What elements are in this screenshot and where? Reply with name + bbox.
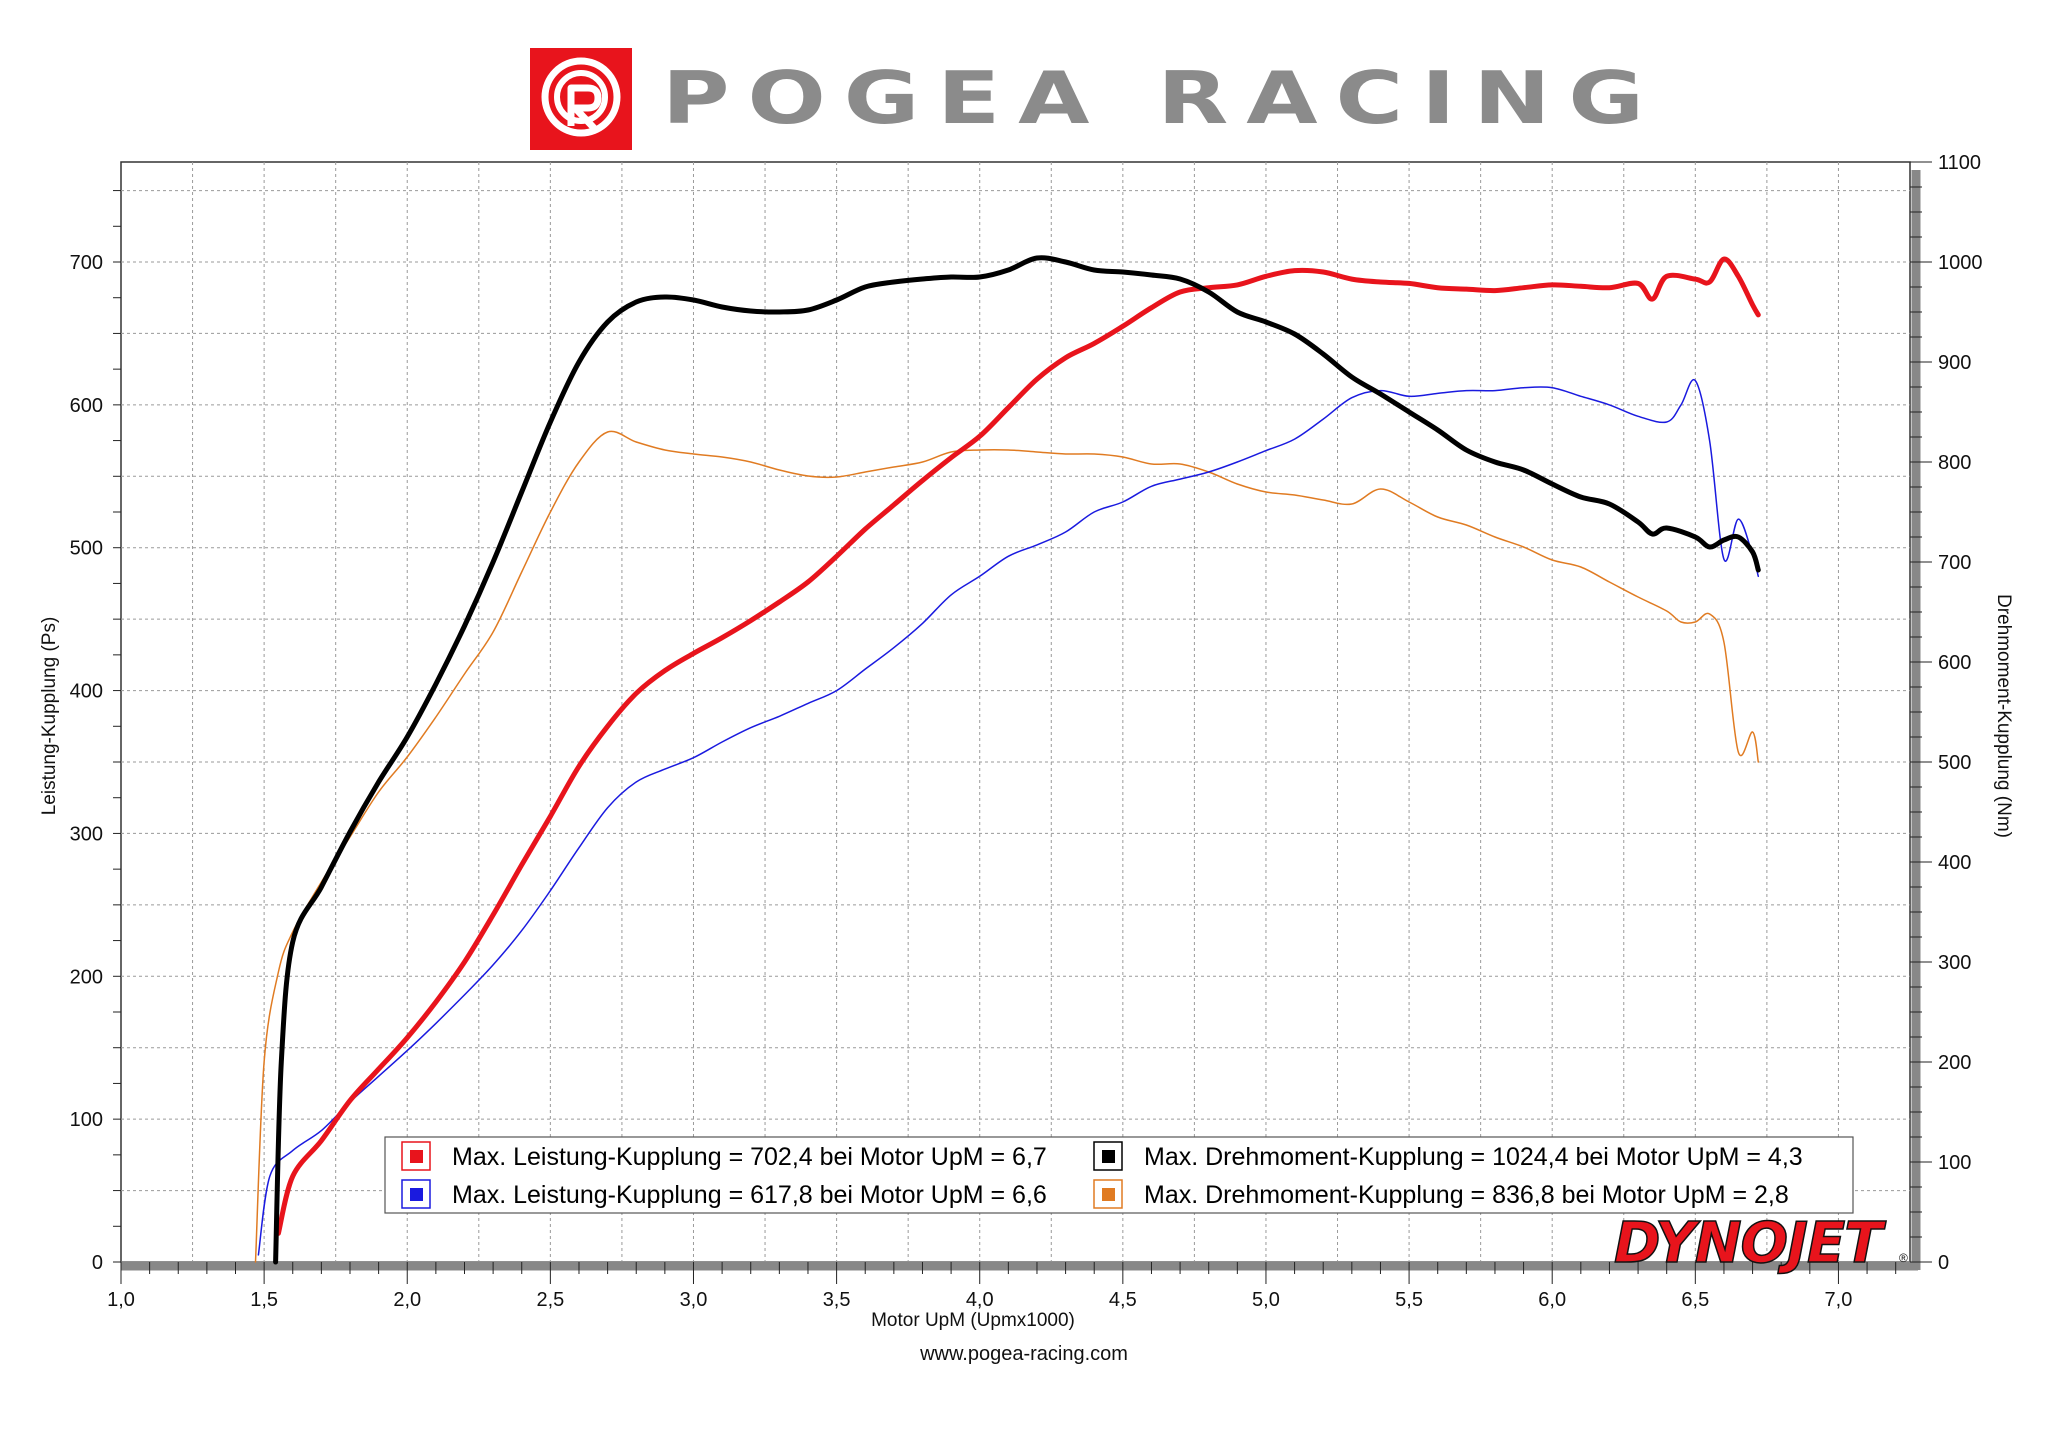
- series-lines: [254, 255, 1761, 1265]
- legend-entry-text: Max. Leistung-Kupplung = 617,8 bei Motor…: [452, 1181, 1047, 1209]
- x-tick-label: 3,5: [823, 1289, 851, 1311]
- x-tick-label: 2,0: [393, 1289, 421, 1311]
- legend-swatch: [1102, 1188, 1115, 1201]
- y-left-tick-label: 700: [70, 252, 103, 274]
- plot-area: [120, 161, 1911, 1263]
- x-tick-label: 4,0: [966, 1289, 994, 1311]
- y-right-tick-label: 1000: [1938, 252, 1983, 274]
- x-tick-label: 5,0: [1252, 1289, 1280, 1311]
- y-right-axis-title: Drehmoment-Kupplung (Nm): [1993, 594, 2014, 838]
- x-tick-label: 4,5: [1109, 1289, 1137, 1311]
- x-tick-label: 1,0: [107, 1289, 135, 1311]
- axes: [113, 161, 1932, 1284]
- tick-labels: 1,0 1,5 2,0 2,5 3,0 3,5 4,0 4,5 5,0 5,5 6,0 6,5 7,0 0…: [70, 152, 1983, 1311]
- y-right-tick-label: 600: [1938, 652, 1971, 674]
- y-right-tick-label: 800: [1938, 452, 1971, 474]
- registered-mark: ®: [1899, 1251, 1908, 1265]
- y-right-tick-label: 900: [1938, 352, 1971, 374]
- x-tick-label: 6,0: [1538, 1289, 1566, 1311]
- x-tick-label: 5,5: [1395, 1289, 1423, 1311]
- y-right-tick-label: 400: [1938, 852, 1971, 874]
- pogea-racing-r-logo-icon: [530, 48, 632, 150]
- legend-entry-text: Max. Drehmoment-Kupplung = 1024,4 bei Mo…: [1144, 1143, 1803, 1171]
- dynojet-logo-text: DYNOJET: [1614, 1211, 1886, 1276]
- legend-entry-text: Max. Drehmoment-Kupplung = 836,8 bei Mot…: [1144, 1181, 1789, 1209]
- dynojet-logo: DYNOJET: [1613, 1210, 1888, 1277]
- series-line-1: [275, 256, 1761, 1236]
- y-left-tick-label: 100: [70, 1109, 103, 1131]
- y-left-tick-label: 500: [70, 538, 103, 560]
- y-left-tick-label: 200: [70, 966, 103, 988]
- legend-swatch-frame: [401, 1141, 431, 1171]
- legend-swatch: [1102, 1150, 1115, 1163]
- series-line-3: [257, 378, 1760, 1256]
- x-tick-label: 3,0: [680, 1289, 708, 1311]
- y-left-tick-label: 0: [92, 1252, 103, 1274]
- y-right-tick-label: 1100: [1938, 152, 1981, 174]
- x-tick-label: 6,5: [1681, 1289, 1709, 1311]
- x-tick-label: 2,5: [536, 1289, 564, 1311]
- y-right-tick-label: 300: [1938, 952, 1971, 974]
- y-left-tick-label: 600: [70, 395, 103, 417]
- y-left-tick-label: 300: [70, 823, 103, 845]
- legend: Max. Leistung-Kupplung = 702,4 bei Motor…: [384, 1136, 1908, 1265]
- y-left-axis-title: Leistung-Kupplung (Ps): [39, 617, 60, 816]
- y-right-tick-label: 700: [1938, 552, 1971, 574]
- series-line-4: [254, 430, 1760, 1263]
- y-right-tick-label: 200: [1938, 1052, 1971, 1074]
- y-right-tick-label: 500: [1938, 752, 1971, 774]
- legend-swatch: [410, 1150, 423, 1163]
- series-line-2: [273, 255, 1761, 1265]
- x-axis-title: Motor UpM (Upmx1000): [871, 1310, 1075, 1331]
- legend-entry-text: Max. Leistung-Kupplung = 702,4 bei Motor…: [452, 1143, 1047, 1171]
- x-tick-label: 1,5: [250, 1289, 278, 1311]
- website-url: www.pogea-racing.com: [920, 1343, 1128, 1365]
- x-tick-label: 7,0: [1825, 1289, 1853, 1311]
- y-right-tick-label: 100: [1938, 1152, 1971, 1174]
- brand-title: POGEA RACING: [662, 56, 1662, 140]
- y-right-tick-label: 0: [1938, 1252, 1949, 1274]
- header: POGEA RACING: [530, 48, 1644, 150]
- y-left-tick-label: 400: [70, 681, 103, 703]
- legend-swatch: [410, 1188, 423, 1201]
